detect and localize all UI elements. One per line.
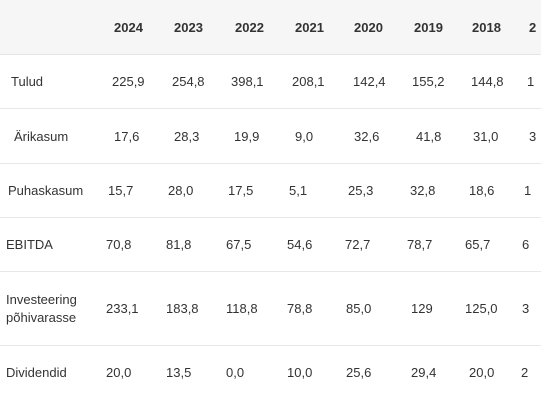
row-label-investeering: Investeering põhivarasse [6, 292, 77, 325]
table-header [0, 0, 541, 55]
table-cell: 65,7 [465, 237, 491, 252]
table-cell: 125,0 [465, 301, 498, 316]
table-cell: 17,6 [114, 129, 140, 144]
row-divider [0, 217, 541, 218]
year-header: 2018 [472, 20, 501, 35]
table-cell: 5,1 [289, 183, 308, 198]
table-cell: 81,8 [166, 237, 192, 252]
year-header: 2022 [235, 20, 264, 35]
table-cell: 67,5 [226, 237, 252, 252]
table-cell: 18,6 [469, 183, 495, 198]
year-header: 2019 [414, 20, 443, 35]
table-cell: 3 [529, 129, 537, 144]
table-cell: 85,0 [346, 301, 372, 316]
table-cell: 398,1 [231, 74, 264, 89]
row-label-dividendid: Dividendid [6, 365, 67, 380]
table-cell: 41,8 [416, 129, 442, 144]
row-label-tulud: Tulud [11, 74, 44, 89]
table-cell: 15,7 [108, 183, 134, 198]
table-cell: 1 [527, 74, 535, 89]
table-cell: 32,6 [354, 129, 380, 144]
table-cell: 54,6 [287, 237, 313, 252]
table-cell: 17,5 [228, 183, 254, 198]
table-cell: 118,8 [226, 301, 258, 316]
table-cell: 19,9 [234, 129, 260, 144]
table-cell: 25,3 [348, 183, 374, 198]
table-cell: 31,0 [473, 129, 499, 144]
table-cell: 0,0 [226, 365, 245, 380]
table-cell: 129 [411, 301, 433, 316]
table-cell: 254,8 [172, 74, 205, 89]
year-header: 2 [529, 20, 537, 35]
year-header: 2021 [295, 20, 324, 35]
row-divider [0, 108, 541, 109]
table-cell: 142,4 [353, 74, 386, 89]
table-cell: 29,4 [411, 365, 437, 380]
row-label-arikasum: Ärikasum [14, 129, 69, 144]
table-cell: 32,8 [410, 183, 436, 198]
table-cell: 2 [521, 365, 529, 380]
table-cell: 78,8 [287, 301, 313, 316]
table-cell: 208,1 [292, 74, 325, 89]
year-header: 2023 [174, 20, 203, 35]
table-cell: 10,0 [287, 365, 313, 380]
table-cell: 6 [522, 237, 530, 252]
table-cell: 28,0 [168, 183, 194, 198]
table-cell: 1 [524, 183, 532, 198]
row-divider [0, 163, 541, 164]
row-divider [0, 345, 541, 346]
table-cell: 72,7 [345, 237, 371, 252]
table-cell: 233,1 [106, 301, 139, 316]
table-cell: 28,3 [174, 129, 200, 144]
table-cell: 13,5 [166, 365, 192, 380]
table-cell: 20,0 [106, 365, 132, 380]
table-cell: 9,0 [295, 129, 314, 144]
row-label-puhaskasum: Puhaskasum [8, 183, 84, 198]
year-header: 2020 [354, 20, 383, 35]
table-cell: 70,8 [106, 237, 132, 252]
row-label-ebitda: EBITDA [6, 237, 53, 252]
table-cell: 155,2 [412, 74, 445, 89]
table-cell: 25,6 [346, 365, 372, 380]
table-cell: 3 [522, 301, 530, 316]
table-cell: 20,0 [469, 365, 495, 380]
table-cell: 183,8 [166, 301, 199, 316]
year-header: 2024 [114, 20, 143, 35]
row-divider [0, 271, 541, 272]
table-cell: 144,8 [471, 74, 504, 89]
table-cell: 78,7 [407, 237, 433, 252]
table-cell: 225,9 [112, 74, 145, 89]
